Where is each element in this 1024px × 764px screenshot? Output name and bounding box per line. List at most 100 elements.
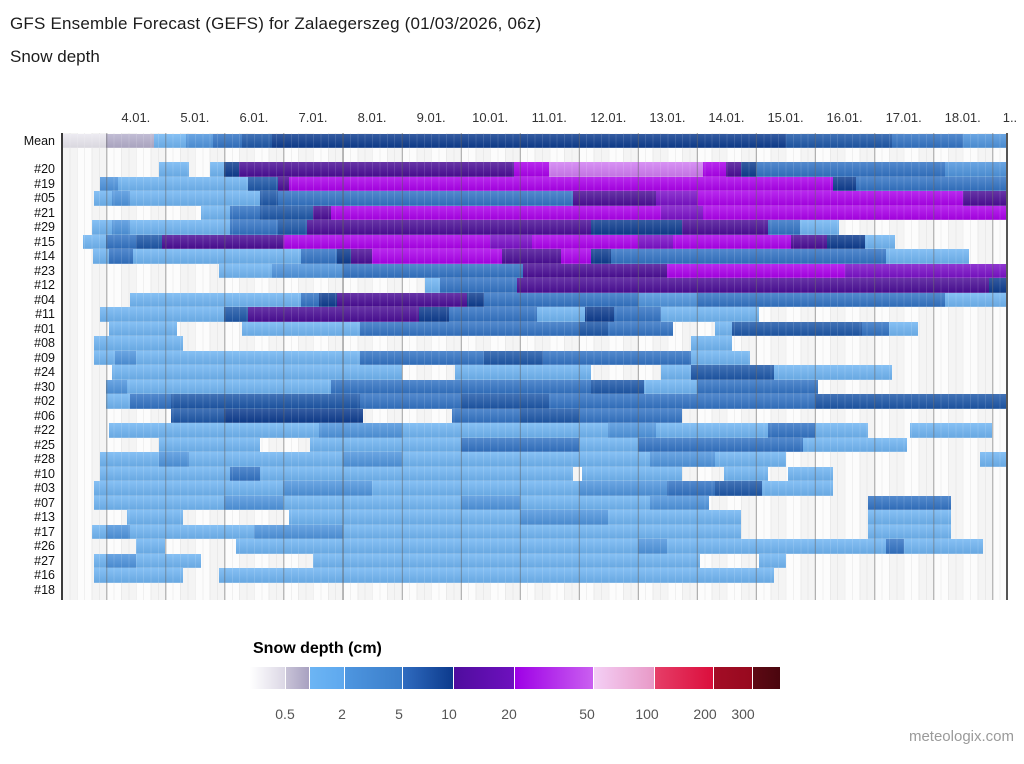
heatmap-segment bbox=[856, 176, 1007, 191]
x-axis-label: 12.01. bbox=[590, 110, 627, 125]
legend-tick-label: 100 bbox=[635, 706, 659, 722]
heatmap-segment bbox=[100, 176, 119, 191]
legend-color-segment bbox=[310, 667, 344, 689]
x-axis-label: 1.. bbox=[1002, 110, 1018, 125]
heatmap-segment bbox=[696, 191, 963, 206]
heatmap-segment bbox=[885, 249, 969, 264]
heatmap-segment bbox=[259, 466, 573, 481]
heatmap-segment bbox=[330, 379, 591, 394]
y-axis-label: #25 bbox=[34, 437, 55, 452]
heatmap-segment bbox=[578, 408, 683, 423]
y-axis-label: #14 bbox=[34, 249, 55, 263]
heatmap-segment bbox=[484, 292, 638, 307]
heatmap-segment bbox=[691, 336, 733, 351]
plot-right-edge bbox=[1006, 133, 1008, 600]
heatmap-segment bbox=[253, 524, 343, 539]
heatmap-segment bbox=[543, 350, 692, 365]
heatmap-segment bbox=[868, 510, 951, 525]
heatmap-segment bbox=[578, 481, 668, 496]
y-axis-label: #01 bbox=[34, 321, 55, 336]
heatmap-segment bbox=[714, 481, 762, 496]
heatmap-segment bbox=[129, 220, 231, 235]
legend-tick-label: 50 bbox=[579, 706, 595, 722]
heatmap-segment bbox=[741, 162, 756, 177]
heatmap-segment bbox=[135, 553, 201, 568]
heatmap-segment bbox=[62, 133, 107, 148]
heatmap-segment bbox=[330, 205, 662, 220]
heatmap-segment bbox=[94, 495, 225, 510]
x-axis-label: 13.01. bbox=[649, 110, 686, 125]
y-axis-label: #22 bbox=[34, 423, 55, 437]
heatmap-segment bbox=[649, 495, 709, 510]
y-axis-label: #23 bbox=[34, 263, 55, 278]
y-axis-label: #15 bbox=[34, 234, 55, 249]
heatmap-segment bbox=[888, 321, 919, 336]
heatmap-segment bbox=[153, 133, 187, 148]
heatmap-segment bbox=[129, 524, 254, 539]
x-axis-label: 18.01. bbox=[944, 110, 981, 125]
heatmap-segment bbox=[758, 553, 786, 568]
heatmap-segment bbox=[115, 350, 136, 365]
heatmap-segment bbox=[230, 220, 278, 235]
heatmap-segment bbox=[885, 539, 904, 554]
heatmap-segment bbox=[649, 452, 715, 467]
y-axis-label: #26 bbox=[34, 539, 55, 553]
heatmap-segment bbox=[502, 249, 562, 264]
legend-color-segment bbox=[345, 667, 402, 689]
heatmap-segment bbox=[909, 423, 993, 438]
heatmap-segment bbox=[236, 539, 638, 554]
heatmap-segment bbox=[862, 321, 889, 336]
x-axis-label: 16.01. bbox=[826, 110, 863, 125]
heatmap-segment bbox=[561, 249, 591, 264]
heatmap-segment bbox=[537, 307, 585, 322]
y-axis-label: #09 bbox=[34, 350, 55, 365]
heatmap-segment bbox=[667, 539, 886, 554]
heatmap-segment bbox=[723, 466, 768, 481]
y-axis-label: #30 bbox=[34, 379, 55, 394]
y-axis-label: #19 bbox=[34, 176, 55, 191]
heatmap-segment bbox=[425, 278, 440, 293]
heatmap-segment bbox=[109, 423, 319, 438]
heatmap-segment bbox=[109, 249, 133, 264]
heatmap-segment bbox=[788, 466, 833, 481]
heatmap-segment bbox=[135, 234, 163, 249]
x-axis-label: 4.01. bbox=[121, 110, 151, 125]
heatmap-segment bbox=[106, 234, 136, 249]
heatmap-segment bbox=[696, 292, 945, 307]
heatmap-segment bbox=[336, 292, 467, 307]
heatmap-segment bbox=[159, 452, 189, 467]
heatmap-segment bbox=[903, 539, 984, 554]
heatmap-segment bbox=[944, 292, 1007, 307]
heatmap-segment bbox=[865, 234, 895, 249]
heatmap-segment bbox=[522, 263, 668, 278]
heatmap-segment bbox=[815, 394, 1007, 409]
heatmap-segment bbox=[82, 234, 107, 249]
heatmap-segment bbox=[372, 249, 503, 264]
heatmap-segment bbox=[868, 495, 951, 510]
heatmap-segment bbox=[691, 365, 774, 380]
heatmap-segment bbox=[100, 466, 231, 481]
heatmap-segment bbox=[549, 162, 703, 177]
heatmap-segment bbox=[578, 437, 638, 452]
heatmap-segment bbox=[844, 263, 1007, 278]
heatmap-segment bbox=[283, 234, 491, 249]
page-subtitle: Snow depth bbox=[10, 47, 100, 66]
heatmap-segment bbox=[702, 205, 1007, 220]
y-axis-label: #17 bbox=[34, 524, 55, 539]
heatmap-segment bbox=[109, 321, 178, 336]
heatmap-segment bbox=[209, 162, 225, 177]
heatmap-segment bbox=[791, 234, 827, 249]
heatmap-segment bbox=[590, 220, 683, 235]
heatmap-segment bbox=[726, 162, 742, 177]
heatmap-segment bbox=[277, 220, 308, 235]
heatmap-segment bbox=[451, 408, 520, 423]
heatmap-segment bbox=[360, 394, 461, 409]
heatmap-segment bbox=[112, 220, 130, 235]
heatmap-segment bbox=[980, 452, 1007, 467]
heatmap-segment bbox=[230, 466, 260, 481]
heatmap-segment bbox=[611, 249, 886, 264]
legend-color-segment bbox=[753, 667, 780, 689]
heatmap-segment bbox=[283, 481, 373, 496]
heatmap-segment bbox=[637, 292, 697, 307]
heatmap-segment bbox=[126, 510, 184, 525]
